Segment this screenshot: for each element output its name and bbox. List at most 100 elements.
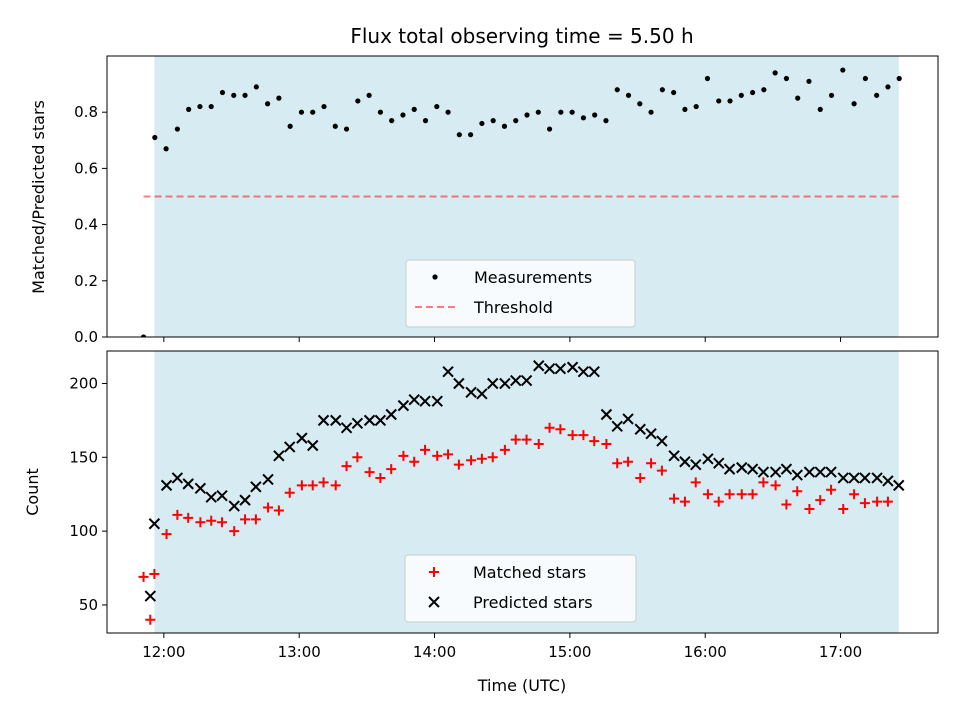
measurement-point	[276, 95, 282, 101]
matched-star-point	[240, 514, 251, 525]
predicted-star-point	[893, 479, 905, 492]
predicted-star-point	[340, 422, 353, 434]
legend-box	[405, 259, 636, 328]
predicted-star-point	[769, 466, 782, 478]
measurement-point	[749, 89, 756, 96]
predicted-star-point	[442, 365, 454, 378]
matched-star-point	[656, 465, 667, 476]
measurement-point	[659, 87, 665, 93]
predicted-star-point	[859, 472, 871, 484]
predicted-star-point	[465, 386, 477, 399]
matched-star-point	[612, 458, 623, 469]
measurement-point	[625, 92, 632, 98]
measurement-point	[806, 78, 812, 84]
matched-star-point	[849, 489, 860, 500]
predicted-star-point	[144, 590, 157, 602]
measurement-point	[727, 98, 733, 104]
matched-star-point	[589, 436, 600, 447]
measurement-point	[366, 92, 372, 98]
matched-star-point	[770, 480, 781, 491]
matched-star-point	[792, 486, 803, 497]
predicted-star-point	[814, 466, 826, 478]
predicted-star-point	[533, 360, 545, 372]
top-y-axis-label: Matched/Predicted stars	[29, 100, 48, 294]
y-tick-label: 0.0	[74, 328, 98, 346]
predicted-star-point	[611, 420, 623, 433]
predicted-star-point	[713, 457, 725, 469]
predicted-star-point	[634, 423, 646, 435]
matched-star-point	[273, 505, 284, 516]
matched-star-point	[499, 444, 510, 455]
predicted-star-point	[296, 432, 308, 444]
matched-star-point	[250, 514, 261, 525]
matched-star-point	[195, 517, 206, 528]
x-tick-label: 16:00	[684, 643, 727, 661]
matched-star-point	[747, 489, 758, 500]
measurement-point	[377, 109, 383, 115]
x-tick-label: 12:00	[142, 643, 185, 661]
measurement-point	[795, 95, 801, 101]
measurement-point	[434, 103, 440, 110]
matched-star-point	[307, 480, 318, 491]
y-tick-label: 100	[69, 522, 98, 540]
measurement-point	[231, 92, 237, 98]
predicted-star-point	[702, 453, 714, 465]
predicted-star-point	[216, 489, 228, 502]
predicted-star-point	[148, 518, 161, 530]
measurement-point	[287, 123, 293, 129]
measurement-point	[862, 75, 868, 82]
measurement-point	[355, 98, 361, 104]
predicted-star-point	[487, 377, 499, 390]
predicted-star-point	[780, 463, 793, 475]
predicted-star-point	[499, 377, 511, 390]
predicted-star-point	[543, 363, 556, 375]
predicted-star-point	[723, 463, 736, 475]
bottom-y-axis-label: Count	[23, 468, 42, 516]
matched-star-point	[352, 452, 363, 463]
matched-star-point	[679, 496, 690, 507]
predicted-star-point	[431, 395, 443, 407]
measurement-point	[569, 109, 575, 115]
measurement-point	[343, 126, 350, 132]
matched-star-point	[263, 502, 274, 513]
measurement-point	[163, 146, 169, 152]
matched-star-point	[601, 439, 612, 450]
matched-star-point	[318, 477, 329, 488]
predicted-star-point	[554, 363, 567, 375]
count-panel: 50 100 150 200 12:00 13:00 14:00 15:00 16:00 17:0…	[69, 350, 939, 661]
predicted-star-point	[250, 481, 262, 493]
predicted-star-point	[736, 461, 748, 474]
predicted-star-point	[419, 395, 431, 407]
matched-star-point	[702, 489, 713, 500]
matched-star-point	[690, 477, 701, 488]
measurement-point	[783, 75, 790, 82]
legend-marker-measurements	[432, 274, 438, 280]
y-tick-label: 0.8	[74, 103, 98, 121]
measurement-point	[479, 120, 485, 127]
predicted-star-point	[622, 413, 634, 425]
predicted-star-point	[757, 466, 770, 478]
measurement-point	[411, 106, 417, 112]
matched-star-point	[781, 499, 792, 510]
measurement-point	[817, 106, 823, 112]
legend-marker-matched	[429, 567, 439, 577]
measurement-point	[580, 115, 587, 121]
predicted-star-point	[194, 482, 207, 495]
legend-box	[404, 554, 637, 623]
measurement-point	[174, 126, 180, 132]
plot-area	[138, 360, 905, 625]
matched-star-point	[567, 430, 578, 441]
legend-label: Measurements	[474, 268, 592, 287]
measurement-point	[851, 101, 857, 107]
measurement-point	[445, 109, 451, 115]
measurement-point	[603, 118, 609, 124]
predicted-star-point	[307, 439, 319, 452]
matched-star-point	[217, 517, 228, 528]
measurement-point	[761, 87, 767, 93]
matched-star-point	[206, 515, 217, 526]
measurement-point	[716, 98, 722, 104]
predicted-star-point	[588, 365, 600, 378]
measurement-point	[208, 103, 214, 110]
legend-label: Matched stars	[473, 563, 586, 582]
